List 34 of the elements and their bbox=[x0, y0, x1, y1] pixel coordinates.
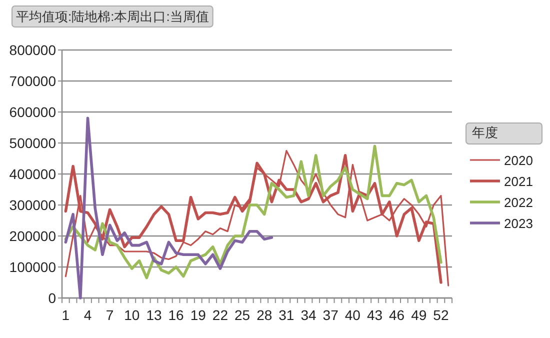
x-tick-label: 10 bbox=[124, 307, 140, 323]
line-series bbox=[64, 116, 274, 300]
y-tick-label: 0 bbox=[48, 290, 56, 306]
x-tick-label: 49 bbox=[411, 307, 427, 323]
x-tick-label: 13 bbox=[146, 307, 162, 323]
x-tick-label: 22 bbox=[212, 307, 228, 323]
x-tick-label: 43 bbox=[366, 307, 383, 323]
x-tick-label: 40 bbox=[344, 307, 361, 323]
x-tick-label: 4 bbox=[84, 307, 92, 323]
x-tick-label: 52 bbox=[433, 307, 449, 323]
x-tick-label: 16 bbox=[168, 307, 184, 323]
x-tick-label: 28 bbox=[256, 307, 272, 323]
y-tick-label: 600000 bbox=[9, 104, 56, 120]
y-tick-label: 300000 bbox=[9, 197, 56, 213]
y-tick-label: 700000 bbox=[9, 73, 56, 89]
legend-title: 年度 bbox=[472, 125, 498, 140]
x-tick-label: 31 bbox=[278, 307, 294, 323]
y-tick-label: 100000 bbox=[9, 259, 56, 275]
x-tick-label: 34 bbox=[300, 307, 317, 323]
x-tick-label: 1 bbox=[62, 307, 70, 323]
y-tick-label: 500000 bbox=[9, 135, 56, 151]
x-tick-label: 19 bbox=[190, 307, 206, 323]
legend-label: 2022 bbox=[504, 195, 533, 210]
x-tick-label: 46 bbox=[389, 307, 405, 323]
legend-label: 2023 bbox=[504, 216, 533, 231]
legend-label: 2020 bbox=[504, 153, 533, 168]
x-tick-label: 7 bbox=[106, 307, 114, 323]
legend-label: 2021 bbox=[504, 174, 533, 189]
chart-title: 平均值项:陆地棉:本周出口:当周值 bbox=[16, 9, 209, 24]
y-tick-label: 800000 bbox=[9, 42, 56, 58]
y-tick-label: 200000 bbox=[9, 228, 56, 244]
x-tick-label: 25 bbox=[234, 307, 250, 323]
y-tick-label: 400000 bbox=[9, 166, 56, 182]
x-tick-label: 37 bbox=[322, 307, 339, 323]
